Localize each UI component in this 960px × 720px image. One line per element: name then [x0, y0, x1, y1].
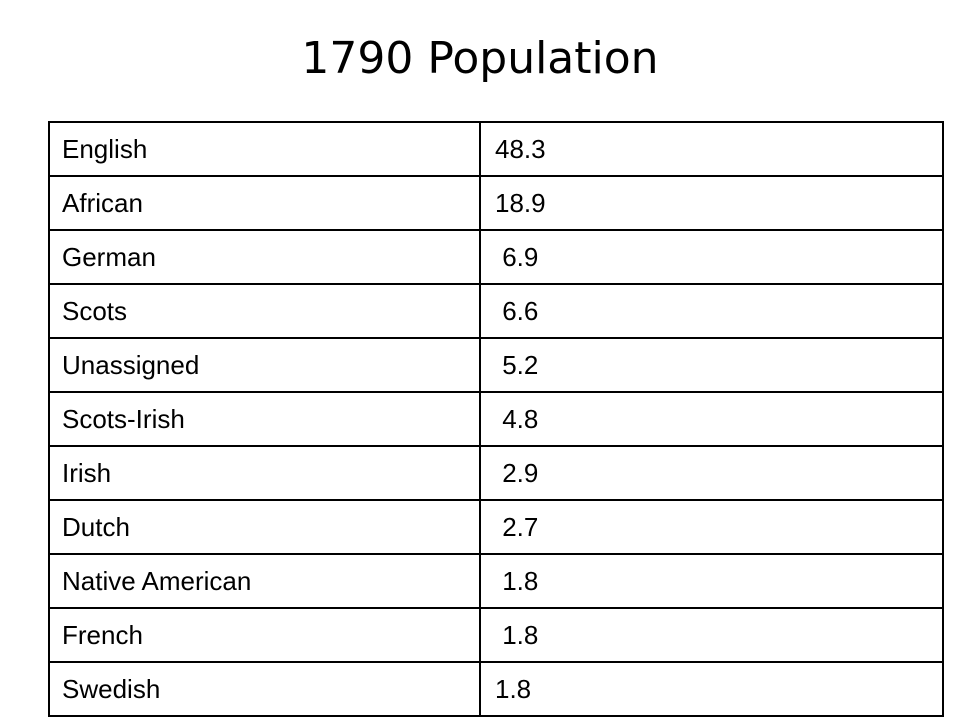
table-row: German 6.9	[48, 229, 944, 285]
value-cell: 1.8	[479, 607, 944, 663]
table-row: French 1.8	[48, 607, 944, 663]
table-row: English 48.3	[48, 121, 944, 177]
table-row: Native American 1.8	[48, 553, 944, 609]
value-cell: 1.8	[479, 553, 944, 609]
value-cell: 6.9	[479, 229, 944, 285]
group-cell: African	[48, 175, 481, 231]
table-row: Scots-Irish 4.8	[48, 391, 944, 447]
group-cell: Irish	[48, 445, 481, 501]
group-cell: Unassigned	[48, 337, 481, 393]
table-row: African 18.9	[48, 175, 944, 231]
group-cell: German	[48, 229, 481, 285]
table-row: Irish 2.9	[48, 445, 944, 501]
group-cell: Dutch	[48, 499, 481, 555]
population-table-body: English 48.3 African 18.9 German 6.9 Sco…	[48, 121, 944, 717]
group-cell: Scots	[48, 283, 481, 339]
table-row: Dutch 2.7	[48, 499, 944, 555]
value-cell: 2.7	[479, 499, 944, 555]
table-row: Swedish 1.8	[48, 661, 944, 717]
group-cell: French	[48, 607, 481, 663]
value-cell: 2.9	[479, 445, 944, 501]
group-cell: Swedish	[48, 661, 481, 717]
value-cell: 6.6	[479, 283, 944, 339]
table-row: Unassigned 5.2	[48, 337, 944, 393]
group-cell: Native American	[48, 553, 481, 609]
group-cell: Scots-Irish	[48, 391, 481, 447]
value-cell: 4.8	[479, 391, 944, 447]
value-cell: 1.8	[479, 661, 944, 717]
value-cell: 48.3	[479, 121, 944, 177]
group-cell: English	[48, 121, 481, 177]
population-table: English 48.3 African 18.9 German 6.9 Sco…	[48, 121, 944, 717]
table-row: Scots 6.6	[48, 283, 944, 339]
value-cell: 18.9	[479, 175, 944, 231]
slide-title: 1790 Population	[301, 33, 659, 84]
value-cell: 5.2	[479, 337, 944, 393]
